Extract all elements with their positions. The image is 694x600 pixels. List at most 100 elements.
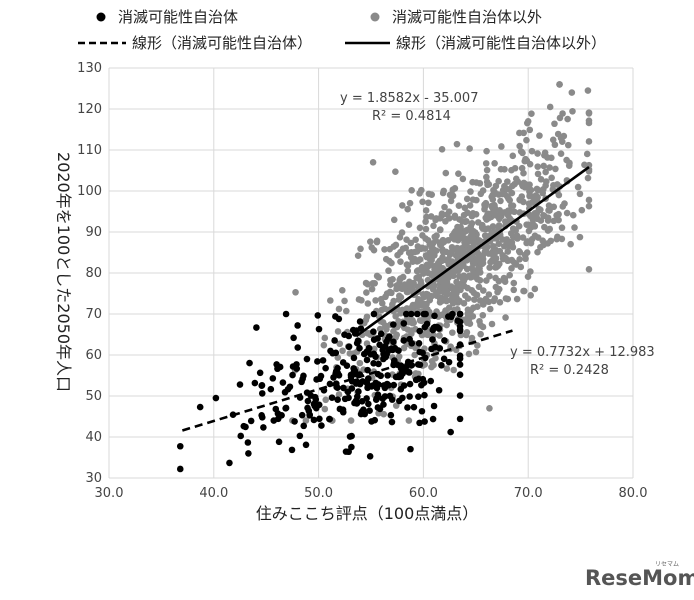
legend-label-other: 消滅可能性自治体以外: [392, 8, 542, 26]
trend-equation-other: y = 1.8582x - 35.007: [340, 91, 478, 106]
point-other: [424, 237, 432, 244]
point-other: [347, 417, 355, 424]
point-vulnerable: [377, 330, 385, 338]
point-other: [545, 206, 552, 214]
point-vulnerable: [258, 414, 266, 421]
point-other: [548, 154, 555, 162]
trend-equation-vulnerable: y = 0.7732x + 12.983: [510, 345, 655, 360]
point-vulnerable: [430, 402, 438, 410]
point-other: [357, 245, 364, 253]
point-other: [564, 141, 572, 149]
point-other: [440, 283, 447, 290]
point-vulnerable: [405, 369, 413, 376]
point-other: [439, 253, 446, 261]
point-vulnerable: [245, 450, 252, 457]
point-other: [502, 314, 509, 321]
point-other: [470, 304, 477, 312]
point-other: [528, 110, 535, 117]
point-other: [483, 216, 490, 223]
point-other: [583, 150, 591, 158]
point-other: [569, 211, 577, 219]
point-vulnerable: [418, 381, 425, 389]
point-other: [483, 166, 491, 174]
point-other: [327, 297, 334, 304]
point-other: [584, 174, 592, 182]
point-other: [576, 233, 584, 241]
legend-label-other-trend: 線形（消滅可能性自治体以外）: [396, 34, 606, 52]
point-other: [356, 359, 364, 367]
point-vulnerable: [274, 410, 282, 417]
point-vulnerable: [244, 439, 252, 446]
point-other: [505, 257, 513, 264]
point-other: [531, 285, 539, 293]
point-other: [527, 268, 534, 275]
point-other: [459, 175, 467, 183]
point-other: [490, 191, 497, 198]
series-vulnerable-points: [176, 310, 464, 473]
point-other: [390, 216, 398, 224]
point-vulnerable: [456, 352, 464, 359]
point-vulnerable: [258, 390, 266, 397]
point-vulnerable: [341, 395, 349, 403]
point-other: [504, 248, 512, 255]
point-other: [548, 174, 555, 182]
point-other: [559, 203, 567, 210]
point-other: [551, 120, 558, 128]
point-other: [526, 126, 534, 134]
point-other: [355, 296, 363, 303]
point-other: [544, 217, 552, 224]
point-vulnerable: [435, 386, 443, 394]
point-other: [422, 207, 430, 214]
point-other: [381, 305, 389, 312]
point-other: [434, 259, 442, 267]
point-vulnerable: [376, 341, 383, 349]
point-other: [495, 222, 503, 229]
point-other: [519, 234, 527, 241]
point-vulnerable: [298, 411, 306, 419]
point-vulnerable: [304, 404, 311, 412]
point-vulnerable: [418, 407, 426, 415]
point-other: [485, 291, 493, 298]
point-other: [442, 218, 449, 225]
point-vulnerable: [358, 408, 366, 416]
point-other: [407, 254, 415, 261]
point-other: [430, 222, 437, 230]
point-other: [385, 267, 392, 275]
point-other: [466, 272, 473, 280]
point-other: [440, 187, 448, 195]
point-vulnerable: [328, 394, 336, 401]
point-other: [491, 295, 499, 302]
point-vulnerable: [395, 397, 403, 405]
point-vulnerable: [212, 394, 220, 402]
point-vulnerable: [387, 345, 395, 352]
point-vulnerable: [400, 337, 408, 344]
point-other: [338, 287, 346, 294]
point-other: [502, 295, 510, 302]
y-tick-label: 110: [77, 143, 102, 158]
point-vulnerable: [348, 443, 355, 451]
point-other: [431, 233, 438, 241]
point-other: [485, 210, 492, 218]
point-vulnerable: [339, 406, 347, 414]
point-other: [550, 203, 558, 211]
point-other: [382, 322, 389, 330]
point-other: [430, 270, 437, 277]
point-other: [447, 248, 455, 256]
point-other: [513, 232, 521, 239]
point-vulnerable: [351, 367, 359, 375]
point-other: [516, 129, 523, 137]
point-other: [534, 150, 541, 157]
watermark-logo: ReseMom: [585, 566, 694, 590]
point-other: [445, 274, 452, 282]
point-other: [492, 182, 500, 190]
legend-label-vulnerable-trend: 線形（消滅可能性自治体）: [132, 34, 312, 52]
point-other: [423, 213, 430, 221]
point-other: [549, 136, 557, 144]
point-vulnerable: [355, 388, 362, 395]
point-other: [546, 103, 554, 111]
point-vulnerable: [392, 373, 400, 381]
point-other: [320, 341, 328, 349]
point-other: [425, 199, 432, 207]
y-tick-label: 40: [85, 430, 102, 445]
point-vulnerable: [390, 381, 398, 389]
